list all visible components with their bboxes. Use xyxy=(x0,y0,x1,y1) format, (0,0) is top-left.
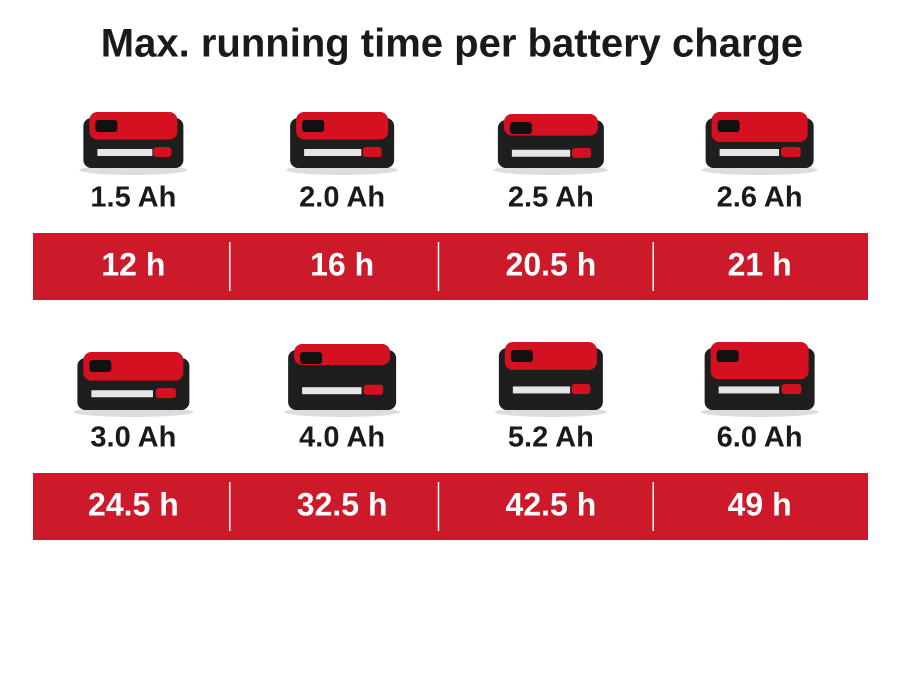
runtime-label: 16 h xyxy=(310,246,374,282)
battery-logo xyxy=(363,384,384,395)
battery-icon xyxy=(700,342,819,417)
capacity-label: 4.0 Ah xyxy=(299,422,385,454)
battery-latch xyxy=(717,120,740,132)
runtime-label: 42.5 h xyxy=(506,486,597,522)
runtime-label: 32.5 h xyxy=(297,486,388,522)
battery-label xyxy=(91,390,153,398)
runtime-label: 21 h xyxy=(728,246,792,282)
battery-top xyxy=(89,112,178,140)
capacity-label: 2.5 Ah xyxy=(508,182,594,214)
battery-label xyxy=(511,149,571,157)
battery-latch xyxy=(302,120,325,132)
runtime-label: 12 h xyxy=(101,246,165,282)
battery-latch xyxy=(509,122,532,134)
battery-label xyxy=(97,149,153,156)
battery-top xyxy=(83,352,184,381)
capacity-label: 2.0 Ah xyxy=(299,182,385,214)
battery-latch xyxy=(510,350,533,362)
battery-logo xyxy=(362,147,382,157)
battery-label xyxy=(718,386,780,394)
battery-latch xyxy=(95,120,118,132)
battery-top xyxy=(504,342,597,370)
runtime-band xyxy=(33,233,868,300)
battery-top xyxy=(711,112,808,142)
battery-logo xyxy=(155,388,176,399)
battery-label xyxy=(512,386,571,394)
capacity-label: 5.2 Ah xyxy=(508,422,594,454)
capacity-label: 6.0 Ah xyxy=(717,422,803,454)
battery-label xyxy=(304,149,362,156)
battery-label xyxy=(719,149,780,156)
battery-icon xyxy=(73,352,194,417)
battery-icon xyxy=(494,342,607,417)
capacity-label: 2.6 Ah xyxy=(717,182,803,214)
capacity-label: 3.0 Ah xyxy=(90,422,176,454)
runtime-band xyxy=(33,473,868,540)
battery-latch xyxy=(716,350,739,362)
battery-label xyxy=(302,387,362,395)
runtime-label: 24.5 h xyxy=(88,486,179,522)
battery-logo xyxy=(781,147,801,157)
battery-top xyxy=(296,112,389,140)
runtime-label: 49 h xyxy=(728,486,792,522)
battery-icon xyxy=(79,112,188,175)
runtime-label: 20.5 h xyxy=(506,246,597,282)
battery-icon xyxy=(286,112,399,175)
capacity-label: 1.5 Ah xyxy=(90,182,176,214)
battery-logo xyxy=(571,383,591,394)
battery-latch xyxy=(89,360,112,372)
battery-icon xyxy=(284,344,401,417)
battery-logo xyxy=(153,147,172,157)
battery-logo xyxy=(572,147,592,158)
title: Max. running time per battery charge xyxy=(101,22,803,66)
battery-icon xyxy=(493,114,608,175)
battery-latch xyxy=(300,352,323,364)
battery-icon xyxy=(701,112,818,175)
battery-logo xyxy=(781,383,802,394)
